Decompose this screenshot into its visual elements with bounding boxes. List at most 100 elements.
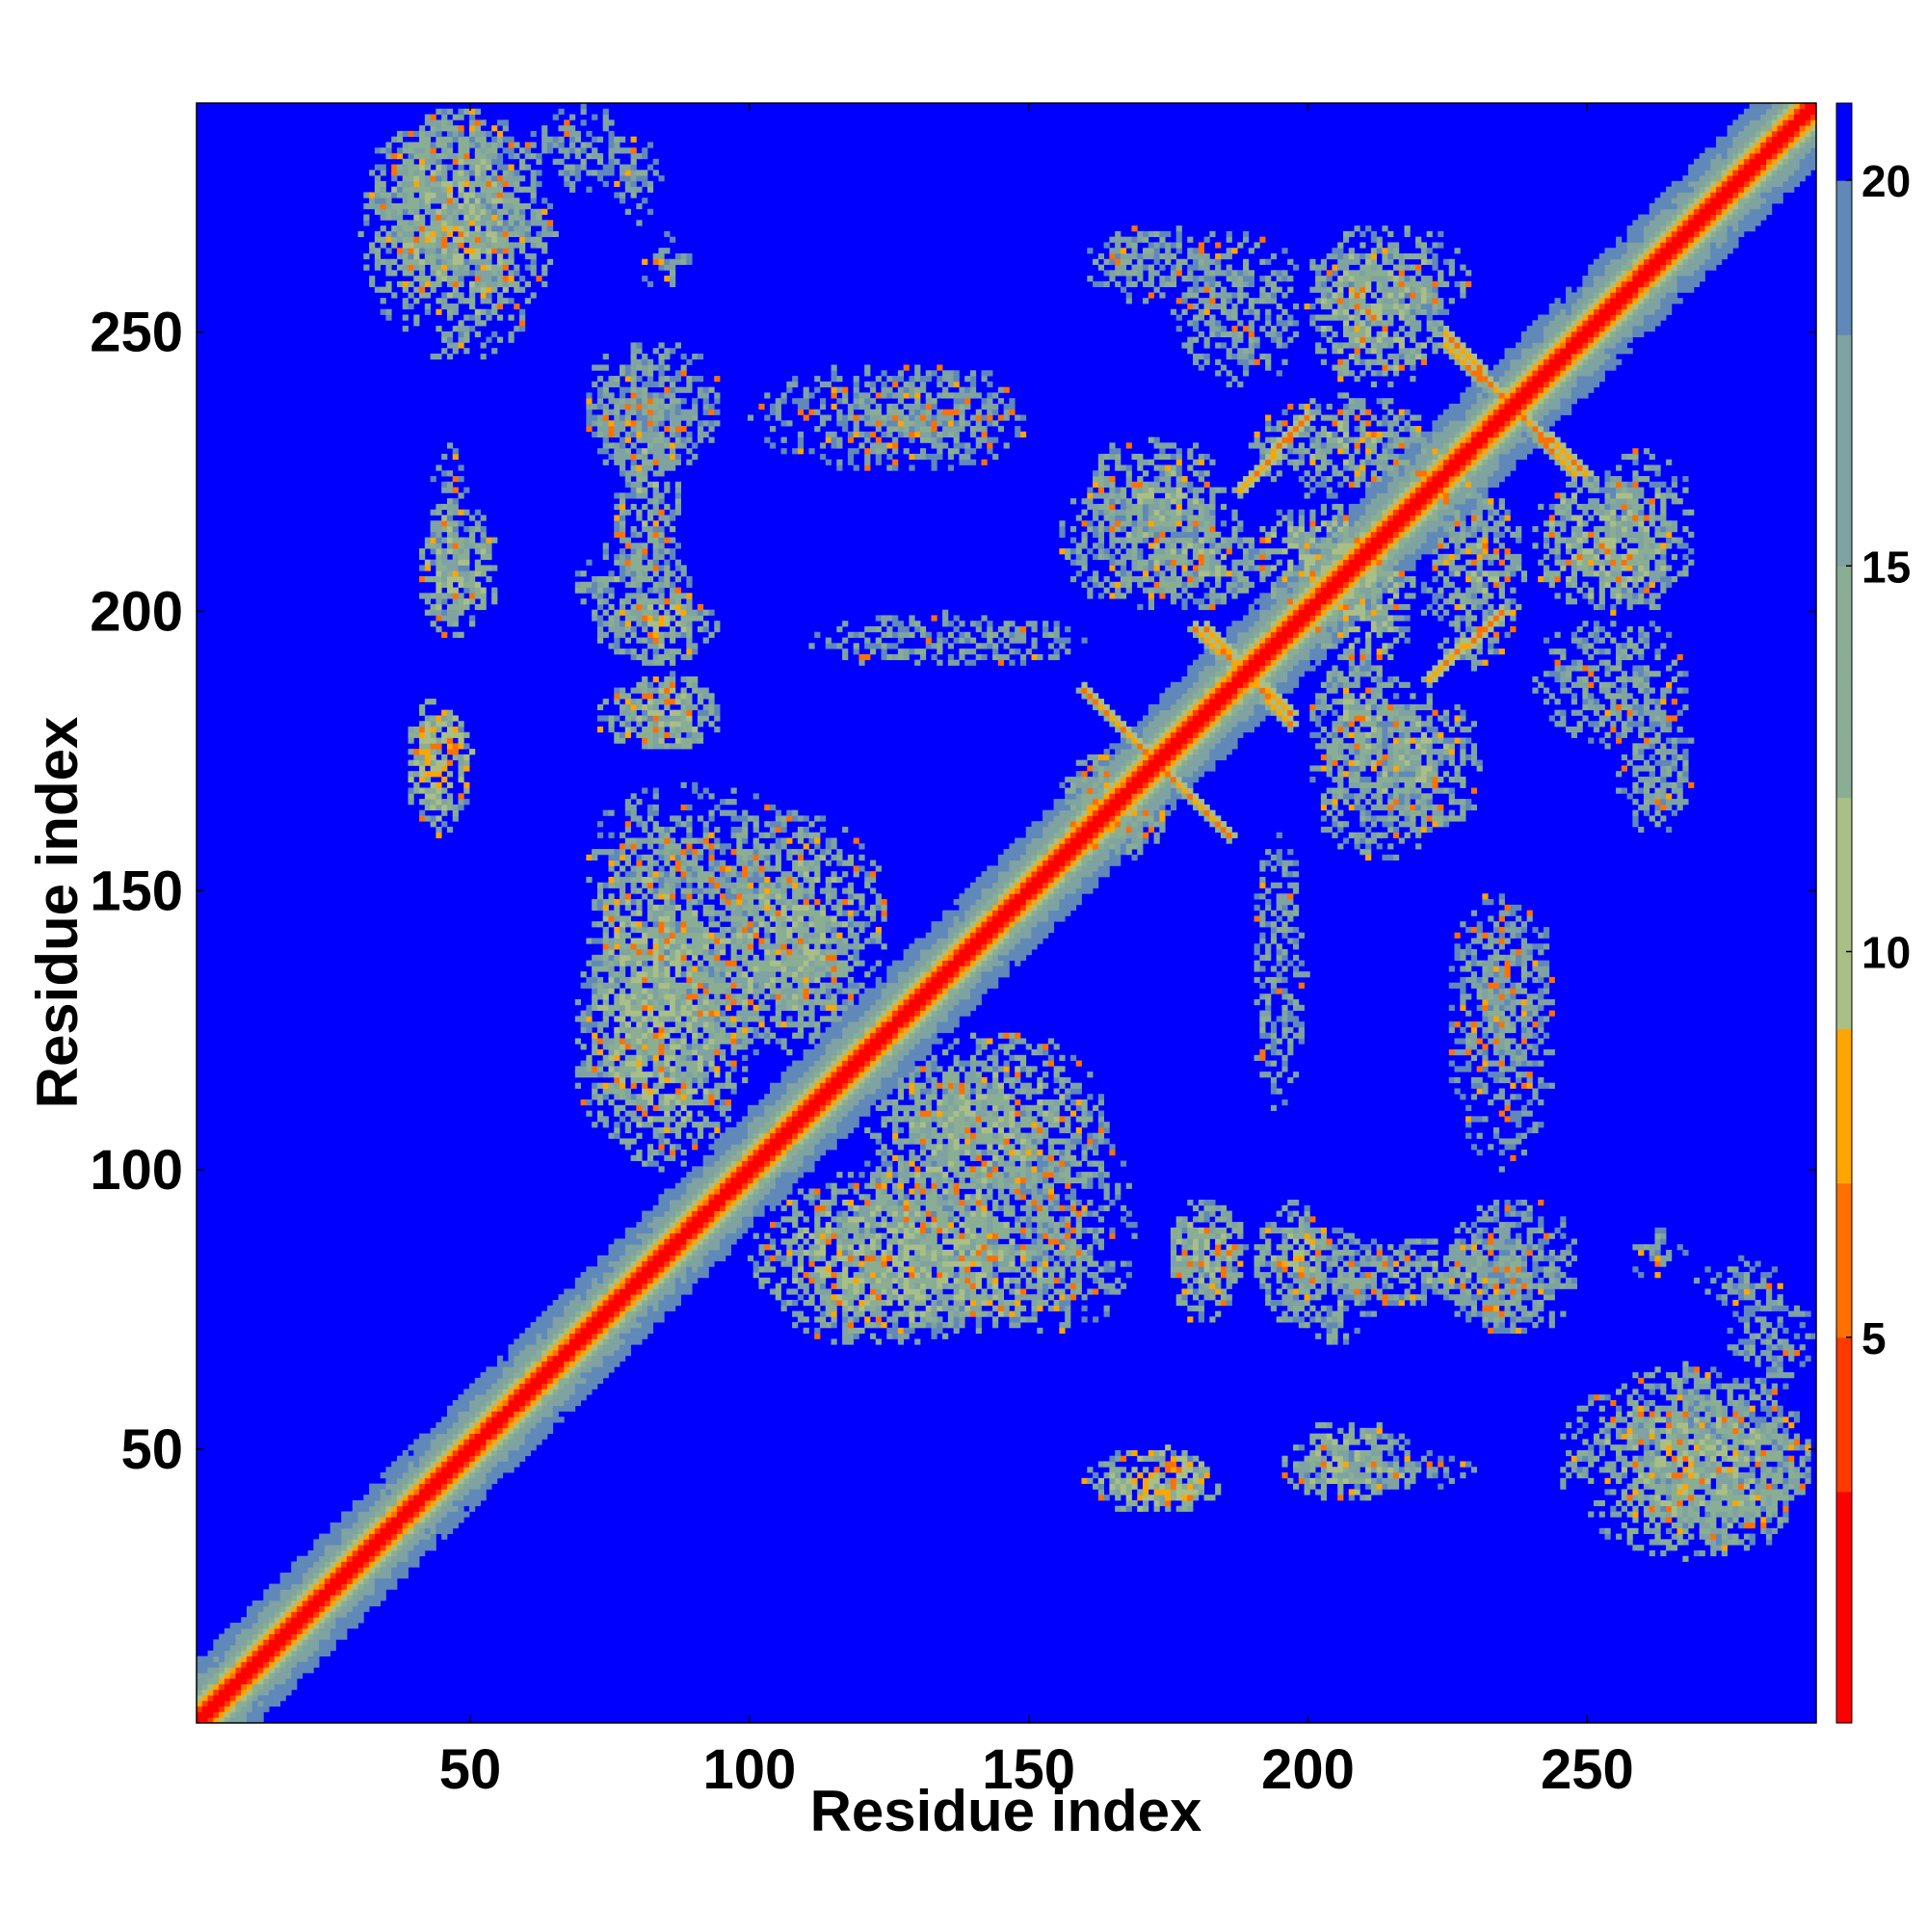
heat-cell bbox=[636, 1299, 643, 1307]
heat-cell bbox=[602, 1072, 609, 1078]
heat-cell bbox=[1710, 1539, 1717, 1546]
heat-cell bbox=[1771, 1499, 1778, 1507]
heat-cell bbox=[279, 1617, 286, 1624]
heat-cell bbox=[614, 1277, 620, 1284]
heat-cell bbox=[1732, 1511, 1739, 1518]
heat-cell bbox=[658, 1082, 665, 1089]
heat-cell bbox=[1376, 1249, 1383, 1257]
heat-cell bbox=[596, 1327, 604, 1335]
heat-cell bbox=[1516, 1060, 1522, 1067]
heat-cell bbox=[285, 1605, 292, 1612]
heat-cell bbox=[937, 1144, 943, 1151]
heat-cell bbox=[1097, 1110, 1104, 1117]
heat-cell bbox=[1426, 1238, 1433, 1245]
heat-cell bbox=[1420, 1260, 1433, 1267]
heat-cell bbox=[546, 1383, 554, 1389]
heat-cell bbox=[758, 1200, 781, 1206]
heat-cell bbox=[803, 1194, 815, 1201]
heat-cell bbox=[825, 1060, 832, 1067]
heat-cell bbox=[992, 1110, 999, 1117]
heat-cell bbox=[1031, 1305, 1038, 1311]
heat-cell bbox=[452, 1472, 459, 1479]
heat-cell bbox=[736, 1122, 749, 1128]
heat-cell bbox=[552, 1355, 570, 1362]
heat-cell bbox=[875, 1288, 882, 1295]
heat-cell bbox=[630, 1327, 654, 1335]
heat-cell bbox=[1666, 1411, 1673, 1417]
heat-cell bbox=[892, 1288, 899, 1295]
heat-cell bbox=[747, 1154, 754, 1161]
heat-cell bbox=[1342, 1467, 1350, 1473]
heat-cell bbox=[1009, 1260, 1016, 1267]
heat-cell bbox=[1053, 1150, 1060, 1156]
heat-cell bbox=[1309, 1294, 1316, 1301]
heat-cell bbox=[614, 1110, 620, 1117]
heat-cell bbox=[614, 1104, 626, 1111]
heat-cell bbox=[1482, 1299, 1505, 1307]
heat-cell bbox=[1771, 1483, 1778, 1490]
heat-cell bbox=[752, 1116, 771, 1123]
heat-cell bbox=[814, 1227, 827, 1234]
heat-cell bbox=[1766, 1333, 1773, 1339]
heat-cell bbox=[1220, 1249, 1227, 1257]
heat-cell bbox=[1632, 1495, 1639, 1501]
heat-cell bbox=[1649, 1472, 1655, 1479]
heat-cell bbox=[869, 1132, 882, 1139]
heat-cell bbox=[1498, 1294, 1505, 1301]
heat-cell bbox=[1304, 1210, 1310, 1217]
heat-cell bbox=[508, 1455, 526, 1462]
heat-cell bbox=[814, 1116, 821, 1123]
heat-cell bbox=[1654, 1427, 1661, 1435]
heat-cell bbox=[1682, 1511, 1689, 1518]
heat-cell bbox=[1376, 1477, 1383, 1485]
heat-cell bbox=[369, 1483, 386, 1490]
heat-cell bbox=[1392, 1455, 1400, 1462]
heat-cell bbox=[1015, 1076, 1021, 1084]
heat-cell bbox=[780, 1094, 793, 1100]
heat-cell bbox=[1209, 1316, 1216, 1323]
heat-cell bbox=[1003, 1138, 1010, 1145]
heat-cell bbox=[602, 1294, 609, 1301]
heat-cell bbox=[307, 1600, 326, 1607]
heat-cell bbox=[1566, 1472, 1572, 1479]
heat-cell bbox=[1069, 1283, 1077, 1289]
heat-cell bbox=[235, 1689, 242, 1696]
heat-cell bbox=[1304, 1455, 1322, 1462]
heat-cell bbox=[964, 1088, 971, 1095]
heat-cell bbox=[1504, 1204, 1511, 1211]
heat-cell bbox=[319, 1611, 326, 1618]
heat-cell bbox=[953, 1272, 960, 1279]
heat-cell bbox=[402, 1545, 414, 1551]
heat-cell bbox=[714, 1138, 743, 1145]
heat-cell bbox=[975, 1150, 982, 1156]
heat-cell bbox=[1543, 1283, 1561, 1289]
heat-cell bbox=[674, 1283, 693, 1289]
heat-cell bbox=[1315, 1272, 1328, 1279]
heat-cell bbox=[1732, 1283, 1739, 1289]
heat-cell bbox=[892, 1232, 899, 1239]
heat-cell bbox=[357, 1527, 364, 1534]
heat-cell bbox=[324, 1549, 336, 1557]
heat-cell bbox=[319, 1623, 326, 1629]
heat-cell bbox=[670, 1216, 676, 1223]
heat-cell bbox=[1465, 1272, 1472, 1279]
heat-cell bbox=[1482, 1277, 1489, 1284]
heat-cell bbox=[1771, 1467, 1778, 1473]
heat-cell bbox=[1170, 1455, 1177, 1462]
heat-cell bbox=[914, 1210, 921, 1217]
heat-cell bbox=[803, 1138, 809, 1145]
heat-cell bbox=[670, 1260, 676, 1267]
heat-cell bbox=[1710, 1389, 1717, 1395]
heat-cell bbox=[1065, 1305, 1071, 1311]
heat-cell bbox=[1482, 1322, 1489, 1329]
heat-cell bbox=[997, 1299, 1005, 1307]
heat-cell bbox=[430, 1527, 436, 1534]
heat-cell bbox=[1370, 1477, 1378, 1485]
heat-cell bbox=[775, 1099, 787, 1106]
heat-cell bbox=[959, 1082, 965, 1089]
heat-cell bbox=[853, 1210, 859, 1217]
heat-cell bbox=[969, 1238, 977, 1245]
heat-cell bbox=[1626, 1483, 1633, 1490]
heat-cell bbox=[279, 1655, 286, 1662]
heat-cell bbox=[458, 1394, 476, 1401]
